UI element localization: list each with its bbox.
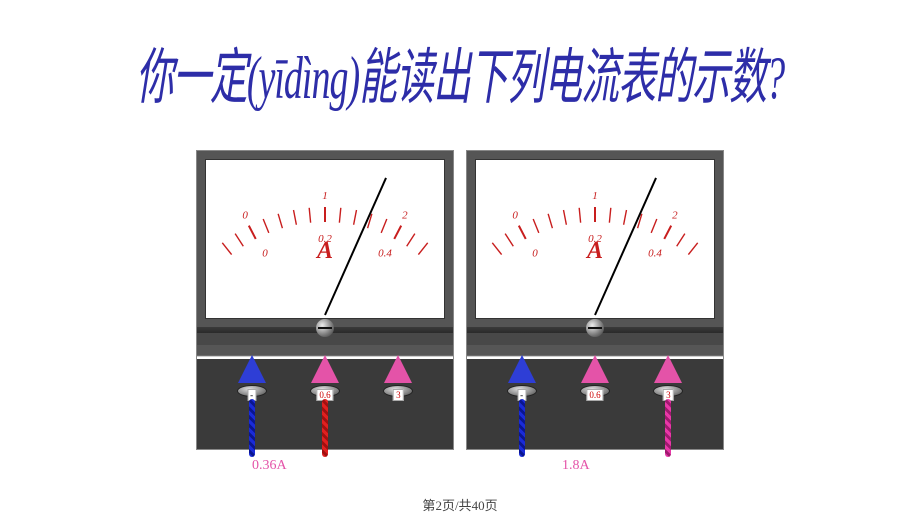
terminal: 0.6 xyxy=(309,355,341,397)
svg-text:0: 0 xyxy=(242,210,248,222)
svg-text:2: 2 xyxy=(672,210,678,222)
terminals-row: - 0.6 3 xyxy=(197,355,453,397)
terminal: 3 xyxy=(652,355,684,397)
terminal-knob xyxy=(384,355,412,383)
page-indicator: 第2页/共40页 xyxy=(422,495,497,514)
reading-answer: 0.36A xyxy=(252,458,287,474)
meter-face: -1-0.20010.220.430.6 A xyxy=(205,159,445,319)
terminal-knob xyxy=(508,355,536,383)
reading-answer: 1.8A xyxy=(562,458,590,474)
wire xyxy=(665,399,671,457)
meter-container: -1-0.20010.220.430.6 A - 0.6 3 -1-0.2001… xyxy=(196,150,724,450)
ammeter: -1-0.20010.220.430.6 A - 0.6 3 xyxy=(466,150,724,450)
wire xyxy=(322,399,328,457)
terminal-label: 0.6 xyxy=(586,389,603,401)
svg-text:0: 0 xyxy=(262,248,268,260)
page-suffix: 页 xyxy=(485,498,498,513)
svg-text:1: 1 xyxy=(322,190,328,202)
terminal-knob xyxy=(238,355,266,383)
wire xyxy=(519,399,525,457)
terminal-knob xyxy=(581,355,609,383)
adjust-screw xyxy=(316,319,334,337)
terminal: 0.6 xyxy=(579,355,611,397)
terminal: - xyxy=(506,355,538,397)
unit-label: A xyxy=(587,238,603,265)
wire xyxy=(249,399,255,457)
terminal-knob xyxy=(311,355,339,383)
unit-label: A xyxy=(317,238,333,265)
terminal: - xyxy=(236,355,268,397)
svg-text:2: 2 xyxy=(402,210,408,222)
terminal-knob xyxy=(654,355,682,383)
page-total: 40 xyxy=(472,498,485,513)
page-title: 你一定(yīdìng)能读出下列电流表的示数? xyxy=(136,28,784,116)
ammeter: -1-0.20010.220.430.6 A - 0.6 3 xyxy=(196,150,454,450)
svg-text:0: 0 xyxy=(532,248,538,260)
svg-text:0.4: 0.4 xyxy=(648,248,662,260)
svg-text:1: 1 xyxy=(592,190,598,202)
meter-face: -1-0.20010.220.430.6 A xyxy=(475,159,715,319)
terminal-label: 3 xyxy=(393,389,404,401)
terminals-row: - 0.6 3 xyxy=(467,355,723,397)
svg-text:0.4: 0.4 xyxy=(378,248,392,260)
terminal: 3 xyxy=(382,355,414,397)
page-mid: 页/共 xyxy=(442,498,472,513)
adjust-screw xyxy=(586,319,604,337)
svg-text:0: 0 xyxy=(512,210,518,222)
page-prefix: 第 xyxy=(422,498,435,513)
